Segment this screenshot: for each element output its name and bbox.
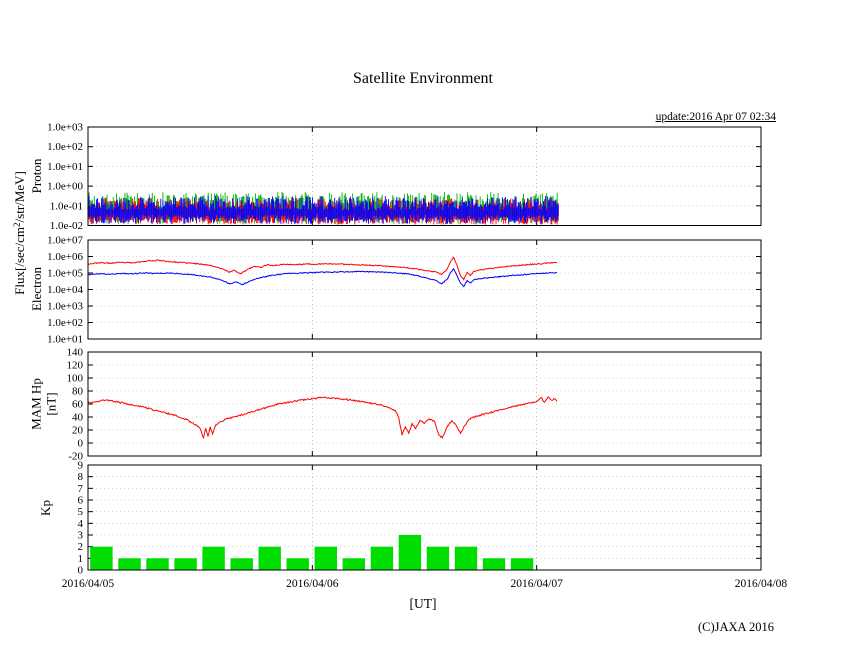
update-timestamp: update:2016 Apr 07 02:34 — [655, 111, 776, 123]
kp-bar — [482, 558, 506, 570]
y-tick-label: 80 — [72, 386, 84, 398]
y-tick-label: 1.0e+06 — [47, 251, 83, 263]
y-tick-label: 1.0e+07 — [47, 235, 83, 247]
electron-flux-red — [87, 256, 558, 281]
hp-field-red — [87, 396, 558, 440]
y-tick-label: 20 — [72, 425, 84, 437]
y-tick-label: 140 — [67, 347, 84, 359]
y-tick-label: 4 — [78, 518, 84, 530]
x-tick-label: 2016/04/05 — [62, 578, 115, 590]
y-tick-label: 1.0e+01 — [47, 334, 83, 346]
y-tick-label: 1.0e+02 — [47, 317, 83, 329]
panel-border — [87, 351, 762, 457]
kp-bar — [454, 546, 478, 570]
y-tick-label: 1.0e+05 — [47, 268, 83, 280]
kp-bar — [370, 546, 394, 570]
kp-bar — [258, 546, 281, 570]
y-tick-label: 1.0e+00 — [47, 181, 83, 193]
kp-bar — [146, 558, 169, 570]
panel-proton: 1.0e+03 1.0e+02 1.0e+01 1.0e+00 1.0e-01 1.0e-… — [47, 122, 762, 232]
kp-bar — [342, 558, 365, 570]
kp-bar — [314, 546, 337, 570]
y-tick-label: 1.0e+03 — [47, 122, 83, 134]
y-tick-label: 8 — [78, 471, 84, 483]
x-tick-label: 2016/04/08 — [735, 578, 788, 590]
y-tick-label: 100 — [67, 373, 84, 385]
panel-border — [87, 126, 762, 226]
x-tick-label: 2016/04/07 — [510, 578, 563, 590]
kp-bar — [90, 546, 113, 570]
y-tick-label: 0 — [78, 438, 84, 450]
y-tick-label: 1 — [78, 553, 84, 565]
panel-electron: 1.0e+07 1.0e+06 1.0e+05 1.0e+04 1.0e+03 1.0e+… — [47, 235, 762, 346]
y-tick-label: 40 — [72, 412, 84, 424]
kp-bar — [398, 535, 422, 570]
y-tick-label: 120 — [67, 360, 84, 372]
y-tick-label: -20 — [68, 451, 83, 463]
copyright-label: (C)JAXA 2016 — [697, 620, 774, 634]
kp-bar — [174, 558, 197, 570]
x-tick-label: 2016/04/06 — [286, 578, 339, 590]
panel-border — [87, 239, 762, 340]
kp-bar — [118, 558, 141, 570]
y-tick-label: 1.0e-02 — [50, 220, 83, 232]
panel-border — [87, 464, 762, 571]
kp-bar — [286, 558, 309, 570]
kp-bar — [202, 546, 225, 570]
y-tick-label: 9 — [78, 460, 84, 472]
y-tick-label: 5 — [78, 506, 84, 518]
kp-bar — [426, 546, 450, 570]
electron-flux-blue — [87, 267, 558, 288]
x-axis-unit-label: [UT] — [409, 596, 437, 611]
y-tick-label: 0 — [78, 565, 84, 577]
kp-bar — [230, 558, 253, 570]
y-tick-label: 60 — [72, 399, 84, 411]
page-title: Satellite Environment — [353, 70, 493, 87]
y-tick-label: 1.0e+04 — [47, 284, 83, 296]
y-tick-label: 6 — [78, 495, 84, 507]
y-tick-label: 1.0e+01 — [47, 161, 83, 173]
y-tick-label: 3 — [78, 530, 84, 542]
y-tick-label: 7 — [78, 483, 84, 495]
y-tick-label: 2 — [78, 541, 84, 553]
y-tick-label: 1.0e+02 — [47, 141, 83, 153]
y-tick-label: 1.0e-01 — [50, 200, 83, 212]
y-tick-label: 1.0e+03 — [47, 301, 83, 313]
kp-bar — [510, 558, 534, 570]
